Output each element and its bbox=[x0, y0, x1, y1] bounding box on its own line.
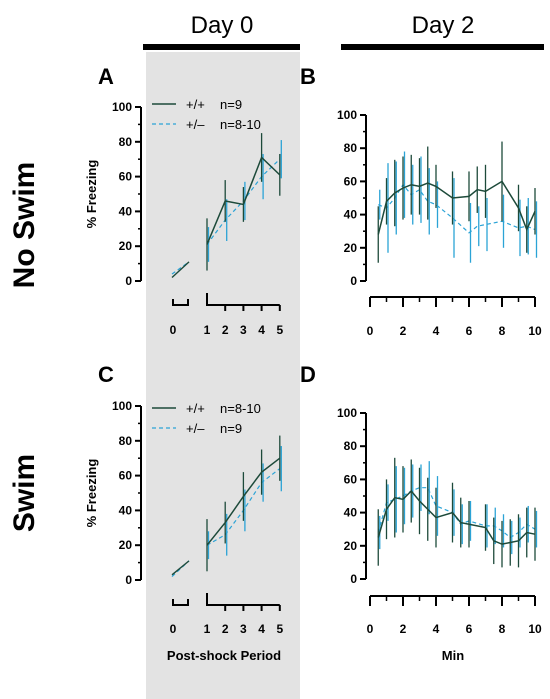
y-tick-label: 20 bbox=[119, 538, 133, 552]
series-het bbox=[378, 151, 538, 263]
x-axis-title: Post-shock Period bbox=[167, 648, 281, 663]
y-tick-label: 100 bbox=[112, 399, 132, 413]
x-tick-label: 10 bbox=[528, 324, 542, 338]
x-tick-label: 8 bbox=[499, 622, 506, 636]
x-tick-label: 5 bbox=[276, 323, 283, 337]
y-tick-label: 40 bbox=[119, 503, 133, 517]
x-tick-label: 2 bbox=[222, 323, 229, 337]
x-tick-label: 8 bbox=[499, 324, 506, 338]
y-tick-label: 60 bbox=[119, 170, 133, 184]
panel-letter-b: B bbox=[300, 64, 316, 89]
y-tick-label: 60 bbox=[119, 469, 133, 483]
x-tick-label: 0 bbox=[367, 622, 374, 636]
y-tick-label: 0 bbox=[350, 274, 357, 288]
panel-letter-a: A bbox=[98, 64, 114, 89]
day0-header: Day 0 bbox=[191, 12, 254, 39]
y-tick-label: 40 bbox=[344, 208, 358, 222]
y-tick-label: 0 bbox=[125, 573, 132, 587]
x-tick-label: 2 bbox=[400, 622, 407, 636]
y-tick-label: 80 bbox=[344, 141, 358, 155]
y-tick-label: 40 bbox=[119, 204, 133, 218]
y-tick-label: 80 bbox=[119, 135, 133, 149]
x-tick-label: 4 bbox=[433, 324, 440, 338]
series-line-wt bbox=[377, 489, 536, 545]
day2-header: Day 2 bbox=[412, 12, 475, 39]
day2-header-bar bbox=[341, 44, 544, 50]
x-tick-label: 0 bbox=[367, 324, 374, 338]
panel-b: 0 20 40 60 80 100 0 2 4 6 8 10 bbox=[337, 108, 542, 338]
baseline-line-het bbox=[171, 560, 190, 577]
y-tick-label: 20 bbox=[344, 539, 358, 553]
legend-label-het: +/– bbox=[186, 421, 205, 436]
day0-header-bar bbox=[143, 44, 300, 50]
panel-a: 0 20 40 60 80 100 % Freezing 0 1 2 3 4 5 +/+ n=9 +/– n=8… bbox=[84, 97, 283, 337]
baseline-line-wt bbox=[171, 560, 190, 576]
x-tick-label: 6 bbox=[466, 622, 473, 636]
legend-n-het: n=8-10 bbox=[220, 117, 261, 132]
legend-n-het: n=9 bbox=[220, 421, 242, 436]
y-tick-label: 60 bbox=[344, 472, 358, 486]
y-tick-label: 0 bbox=[350, 572, 357, 586]
y-axis-title: % Freezing bbox=[84, 459, 99, 528]
x-tick-label: 0 bbox=[170, 622, 177, 636]
y-tick-label: 20 bbox=[119, 239, 133, 253]
row-label-swim: Swim bbox=[8, 454, 41, 532]
y-tick-label: 20 bbox=[344, 241, 358, 255]
series-line-wt bbox=[206, 156, 281, 245]
legend-label-het: +/– bbox=[186, 117, 205, 132]
x-tick-label: 4 bbox=[433, 622, 440, 636]
panel-letter-d: D bbox=[300, 362, 316, 387]
x-tick-label: 4 bbox=[258, 622, 265, 636]
legend-n-wt: n=9 bbox=[220, 97, 242, 112]
series-wt bbox=[206, 133, 281, 271]
y-tick-label: 0 bbox=[125, 274, 132, 288]
x-tick-label: 3 bbox=[240, 323, 247, 337]
day0-shade bbox=[146, 52, 300, 699]
y-tick-label: 40 bbox=[344, 506, 358, 520]
x-tick-label: 4 bbox=[258, 323, 265, 337]
series-wt bbox=[377, 141, 536, 263]
legend-label-wt: +/+ bbox=[186, 401, 205, 416]
y-tick-label: 100 bbox=[337, 406, 357, 420]
y-tick-label: 80 bbox=[119, 434, 133, 448]
x-tick-label: 3 bbox=[240, 622, 247, 636]
x-tick-label: 10 bbox=[528, 622, 542, 636]
x-tick-label: 6 bbox=[466, 324, 473, 338]
series-het bbox=[377, 461, 538, 555]
x-tick-label: 2 bbox=[400, 324, 407, 338]
panel-letter-c: C bbox=[98, 362, 114, 387]
x-tick-label: 2 bbox=[222, 622, 229, 636]
panel-c: 0 20 40 60 80 100 % Freezing 0 1 2 3 4 5 +/+ n=8-10 +/–… bbox=[84, 399, 283, 663]
y-tick-label: 100 bbox=[112, 100, 132, 114]
x-tick-label: 0 bbox=[170, 323, 177, 337]
series-line-wt bbox=[206, 457, 281, 546]
y-tick-label: 80 bbox=[344, 439, 358, 453]
x-tick-label: 1 bbox=[204, 622, 211, 636]
x-tick-label: 1 bbox=[204, 323, 211, 337]
y-axis-title: % Freezing bbox=[84, 160, 99, 229]
series-line-wt bbox=[377, 180, 536, 235]
panel-d: 0 20 40 60 80 100 0 2 4 6 8 10 Min bbox=[337, 406, 542, 663]
baseline-line-wt bbox=[171, 261, 190, 279]
x-tick-label: 5 bbox=[276, 622, 283, 636]
series-wt bbox=[377, 457, 536, 568]
legend-label-wt: +/+ bbox=[186, 97, 205, 112]
x-axis-title: Min bbox=[442, 648, 464, 663]
row-label-no-swim: No Swim bbox=[8, 162, 41, 289]
series-wt bbox=[206, 435, 281, 572]
legend-n-wt: n=8-10 bbox=[220, 401, 261, 416]
series-line-het bbox=[378, 183, 536, 234]
y-tick-label: 100 bbox=[337, 108, 357, 122]
y-tick-label: 60 bbox=[344, 174, 358, 188]
